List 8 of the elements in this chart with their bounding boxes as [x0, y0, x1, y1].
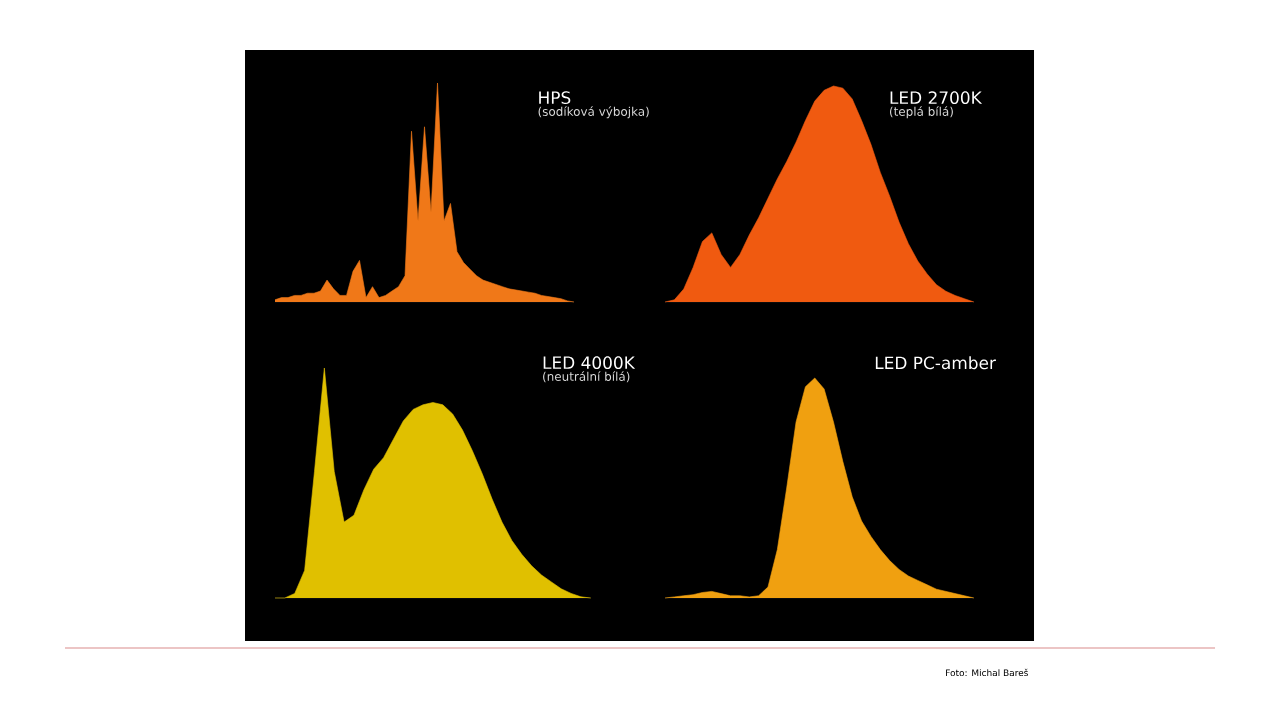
chart-subtitle: (neutrální bílá)	[543, 371, 630, 383]
chart-title: LED 2700K	[890, 91, 983, 105]
chart-title: HPS	[539, 91, 571, 105]
chart-title: LED PC-amber	[875, 356, 996, 370]
chart-title: LED 4000K	[543, 356, 636, 370]
text: (teplá bílá)	[890, 106, 953, 119]
text: Foto: Michal Bareš	[946, 668, 1028, 677]
text: (sodíková výbojka)	[538, 106, 649, 119]
